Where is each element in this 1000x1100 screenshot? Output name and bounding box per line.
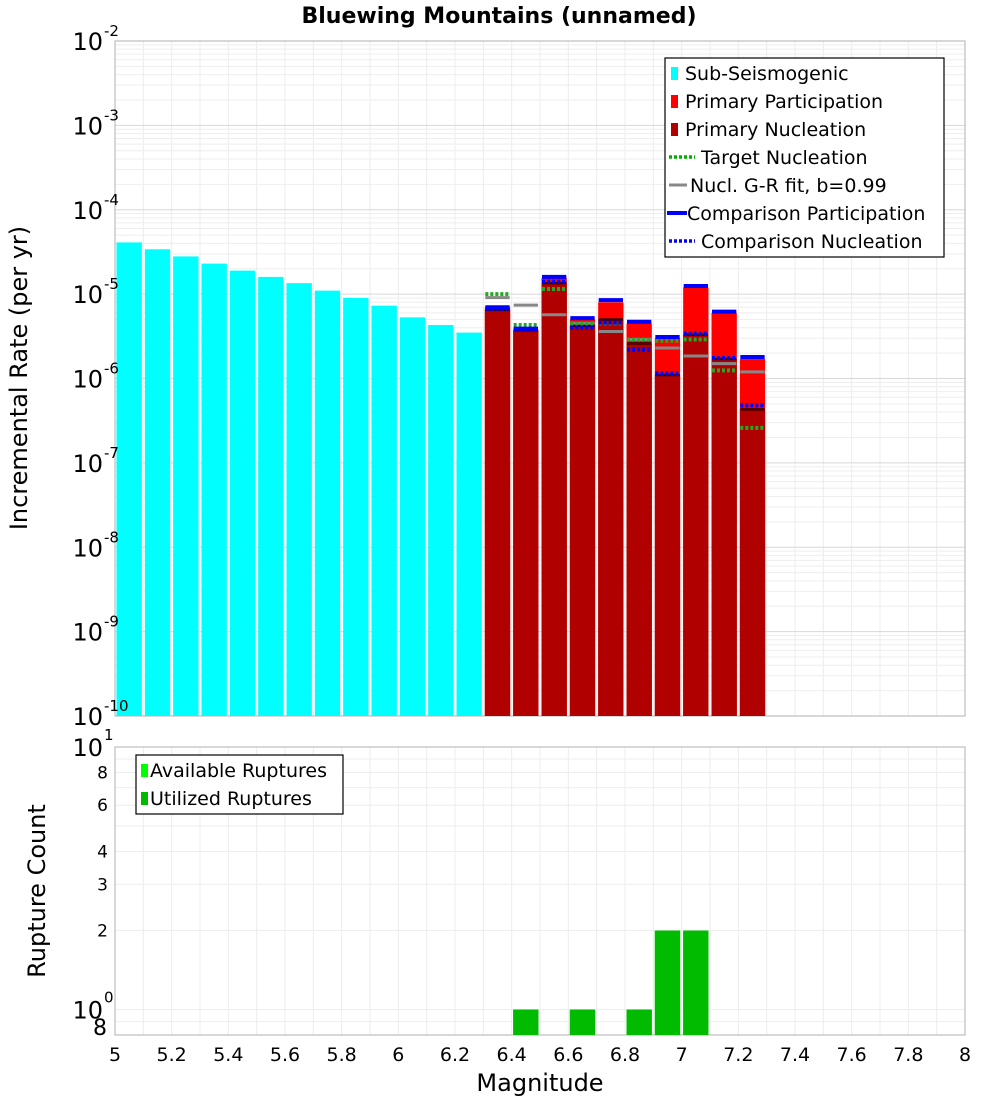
sub-seismogenic-bar	[314, 290, 341, 716]
sub-seismogenic-bar	[116, 242, 142, 716]
rate-legend-swatch	[671, 67, 678, 80]
x-tick-label: 5	[109, 1044, 121, 1066]
sub-seismogenic-bar	[201, 263, 227, 716]
primary-nucleation-bar	[598, 319, 624, 716]
primary-nucleation-bar	[513, 330, 539, 716]
rate-legend-label: Comparison Nucleation	[701, 231, 923, 253]
rate-y-tick-exponent: -9	[104, 613, 119, 631]
primary-nucleation-bar	[626, 343, 652, 716]
x-tick-label: 5.2	[157, 1044, 187, 1066]
count-legend-swatch	[141, 792, 148, 805]
y-axis-label-rate: Incremental Rate (per yr)	[5, 226, 33, 530]
rate-y-tick-exponent: -7	[104, 444, 119, 462]
sub-seismogenic-bar	[286, 283, 312, 716]
x-axis-label: Magnitude	[476, 1069, 603, 1097]
sub-seismogenic-bar	[399, 317, 426, 716]
rate-legend-box	[664, 57, 945, 258]
x-tick-label: 5.4	[213, 1044, 243, 1066]
sub-seismogenic-bar	[371, 305, 397, 716]
rate-y-tick-label: 10	[72, 703, 103, 731]
sub-seismogenic-bar	[343, 297, 369, 716]
x-tick-label: 8	[959, 1044, 971, 1066]
x-tick-label: 7.8	[893, 1044, 923, 1066]
x-tick-label: 6.8	[610, 1044, 640, 1066]
primary-nucleation-bar	[569, 325, 596, 716]
rate-y-tick-label: 10	[72, 28, 103, 56]
x-tick-label: 5.6	[270, 1044, 300, 1066]
utilized-ruptures-bar	[626, 1009, 652, 1035]
x-tick-label: 5.8	[327, 1044, 357, 1066]
rate-y-tick-label: 10	[72, 534, 103, 562]
x-tick-label: 7.2	[723, 1044, 753, 1066]
x-tick-label: 7	[676, 1044, 688, 1066]
count-legend-label: Utilized Ruptures	[150, 788, 312, 810]
rate-legend-swatch	[671, 123, 678, 136]
count-legend-label: Available Ruptures	[150, 760, 327, 782]
chart-title: Bluewing Mountains (unnamed)	[301, 4, 696, 29]
count-y-minor-tick-label: 8	[97, 763, 108, 783]
rate-y-tick-label: 10	[72, 619, 103, 647]
sub-seismogenic-bar	[229, 270, 256, 716]
rate-y-tick-exponent: -5	[104, 275, 119, 293]
rate-legend-label: Sub-Seismogenic	[685, 63, 849, 85]
x-tick-label: 7.6	[837, 1044, 867, 1066]
rate-y-tick-label: 10	[72, 281, 103, 309]
count-y-minor-tick-label: 6	[97, 796, 108, 816]
x-tick-label: 7.4	[780, 1044, 810, 1066]
count-y-major-tick-label: 10	[72, 734, 103, 762]
count-y-major-tick-label: 10	[72, 997, 103, 1025]
sub-seismogenic-bar	[144, 249, 171, 716]
rate-legend-label: Nucl. G-R fit, b=0.99	[690, 175, 887, 197]
primary-nucleation-bar	[711, 359, 737, 716]
rate-y-tick-label: 10	[72, 112, 103, 140]
count-y-minor-tick-label: 3	[97, 875, 108, 895]
count-y-minor-tick-label: 8	[93, 1016, 107, 1041]
count-y-minor-tick-label: 2	[97, 922, 108, 942]
sub-seismogenic-bar	[456, 332, 482, 716]
count-plot-frame	[114, 746, 966, 1036]
rate-legend-label: Target Nucleation	[700, 147, 868, 169]
sub-seismogenic-bar	[258, 276, 284, 716]
rate-legend-label: Primary Participation	[685, 91, 883, 113]
utilized-ruptures-bar	[683, 930, 709, 1035]
x-tick-label: 6.4	[497, 1044, 527, 1066]
rate-y-tick-exponent: -10	[104, 697, 129, 715]
rate-y-tick-exponent: -8	[104, 528, 119, 546]
count-y-minor-tick-label: 4	[97, 842, 108, 862]
rate-y-tick-label: 10	[72, 366, 103, 394]
rate-y-tick-exponent: -4	[104, 191, 119, 209]
rate-plot-frame	[114, 40, 966, 717]
primary-nucleation-bar	[484, 309, 511, 716]
rate-y-tick-exponent: -2	[104, 22, 119, 40]
rate-y-tick-label: 10	[72, 450, 103, 478]
x-tick-label: 6.6	[553, 1044, 583, 1066]
primary-nucleation-bar	[739, 409, 766, 716]
rate-legend-label: Primary Nucleation	[685, 119, 866, 141]
x-tick-label: 6.2	[440, 1044, 470, 1066]
count-legend-swatch	[141, 764, 148, 777]
rate-legend-swatch	[671, 95, 678, 108]
primary-nucleation-bar	[683, 334, 709, 716]
utilized-ruptures-bar	[654, 930, 681, 1035]
rate-y-tick-label: 10	[72, 197, 103, 225]
rate-legend-label: Comparison Participation	[687, 203, 925, 225]
rate-y-tick-exponent: -3	[104, 106, 119, 124]
count-y-major-tick-exponent: 0	[104, 989, 114, 1007]
utilized-ruptures-bar	[513, 1009, 539, 1035]
count-y-major-tick-exponent: 1	[104, 726, 114, 744]
count-legend-box	[135, 754, 344, 815]
y-axis-label-count: Rupture Count	[23, 804, 51, 978]
sub-seismogenic-bar	[428, 325, 454, 716]
x-tick-label: 6	[392, 1044, 404, 1066]
primary-nucleation-bar	[654, 375, 681, 716]
rate-y-tick-exponent: -6	[104, 360, 119, 378]
sub-seismogenic-bar	[173, 256, 199, 716]
primary-nucleation-bar	[541, 283, 567, 716]
utilized-ruptures-bar	[569, 1009, 596, 1035]
